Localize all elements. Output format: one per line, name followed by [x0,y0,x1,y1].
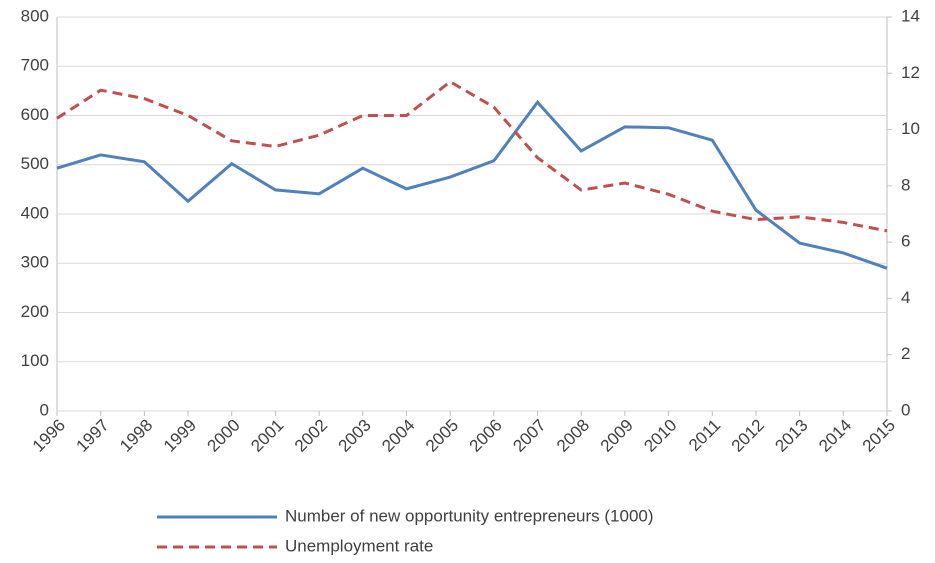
x-tick-label: 2013 [771,416,811,456]
x-tick-label: 2009 [597,416,637,456]
x-tick-label: 2004 [378,416,418,456]
x-tick-label: 2007 [509,416,549,456]
x-tick-label: 2000 [204,416,244,456]
y-tick-label: 800 [21,6,49,25]
y-tick-label: 500 [21,154,49,173]
y-tick-label: 0 [40,400,49,419]
y-tick-label: 100 [21,351,49,370]
y2-tick-label: 12 [901,63,920,82]
y2-tick-label: 4 [901,288,910,307]
x-tick-label: 2012 [728,416,768,456]
y-tick-label: 400 [21,203,49,222]
x-tick-label: 2005 [422,416,462,456]
y-tick-label: 600 [21,105,49,124]
y2-tick-label: 2 [901,344,910,363]
legend-label: Unemployment rate [285,536,433,555]
x-tick-label: 2003 [335,416,375,456]
legend-label: Number of new opportunity entrepreneurs … [285,506,654,525]
y2-tick-label: 6 [901,232,910,251]
y2-tick-label: 10 [901,119,920,138]
x-tick-label: 1997 [73,416,113,456]
x-tick-label: 1998 [116,416,156,456]
y2-tick-label: 14 [901,6,920,25]
x-tick-label: 1996 [29,416,69,456]
y2-tick-label: 8 [901,175,910,194]
x-tick-label: 2011 [685,416,724,455]
y2-tick-label: 0 [901,400,910,419]
x-tick-label: 2010 [640,416,680,456]
series-line [56,79,888,233]
x-tick-label: 2002 [291,416,331,456]
y-tick-label: 300 [21,253,49,272]
x-tick-label: 2006 [466,416,506,456]
x-tick-label: 1999 [160,416,200,456]
x-tick-label: 2015 [859,416,899,456]
y-tick-label: 200 [21,302,49,321]
x-tick-label: 2014 [815,416,855,456]
x-tick-label: 2008 [553,416,593,456]
series-line [56,99,888,270]
y-tick-label: 700 [21,56,49,75]
x-tick-label: 2001 [247,416,287,456]
